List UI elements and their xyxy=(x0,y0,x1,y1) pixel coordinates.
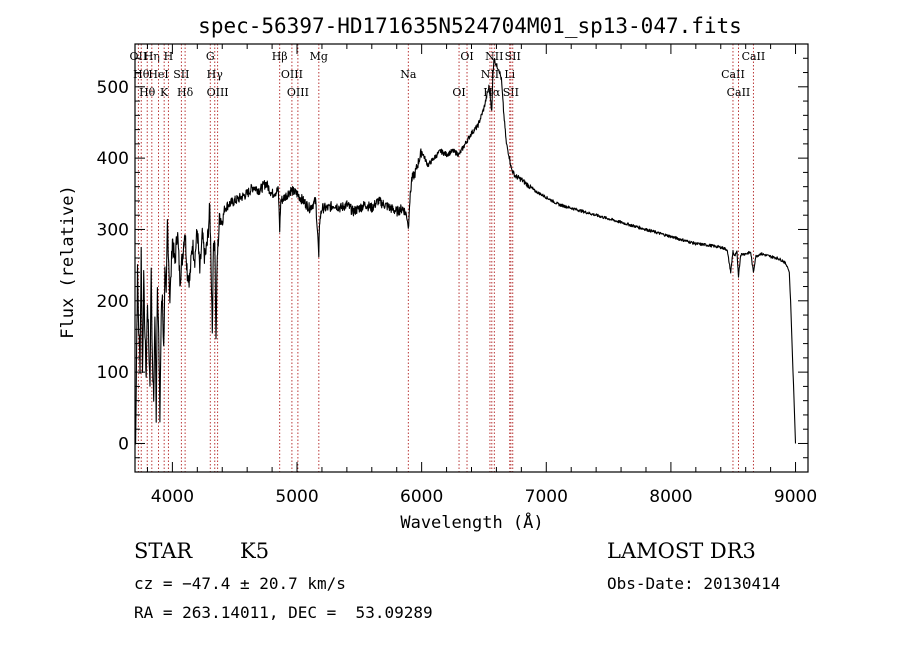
plot-axes: 4000 5000 6000 7000 8000 9000 0 100 200 300 400 500 xyxy=(97,43,817,507)
line-marker-label: K xyxy=(160,86,169,99)
sky-coordinates: RA = 263.14011, DEC = 53.09289 xyxy=(134,603,433,622)
y-tick-label: 500 xyxy=(97,78,129,98)
line-marker-label: CaII xyxy=(727,86,751,99)
plot-frame xyxy=(134,43,809,473)
line-marker-label: CaII xyxy=(721,68,745,81)
line-marker-label: SII xyxy=(503,86,519,99)
flux-series xyxy=(134,58,797,445)
x-tick-label: 4000 xyxy=(151,487,194,507)
line-marker-label: SII xyxy=(173,68,189,81)
redshift-velocity: cz = −47.4 ± 20.7 km/s xyxy=(134,574,346,593)
x-tick-label: 8000 xyxy=(649,487,692,507)
line-marker-label: Li xyxy=(504,68,515,81)
line-marker-label: OI xyxy=(452,86,465,99)
line-marker-label: Hθ xyxy=(139,86,156,99)
line-marker-label: CaII xyxy=(742,50,766,63)
line-marker-label: NII xyxy=(485,50,503,63)
line-marker-label: Hη xyxy=(144,50,160,63)
x-tick-label: 6000 xyxy=(400,487,443,507)
line-marker-label: G xyxy=(206,50,215,63)
object-subclass: K5 xyxy=(240,539,270,563)
line-marker-label: NII xyxy=(481,68,499,81)
line-marker-label: OI xyxy=(460,50,473,63)
line-marker-label: SII xyxy=(505,50,521,63)
y-axis-label: Flux (relative) xyxy=(58,185,78,339)
line-marker-label: OIII xyxy=(281,68,303,81)
line-marker-label: Hθ xyxy=(133,68,150,81)
line-marker-label: OIII xyxy=(287,86,309,99)
line-marker-label: Hγ xyxy=(207,68,224,81)
line-marker-label: HeI xyxy=(148,68,168,81)
chart-title: spec-56397-HD171635N524704M01_sp13-047.f… xyxy=(198,14,742,38)
line-marker-label: Mg xyxy=(310,50,328,63)
y-tick-label: 100 xyxy=(97,363,129,383)
line-marker-label: OIII xyxy=(207,86,229,99)
x-tick-label: 5000 xyxy=(275,487,318,507)
emission-line-markers: OII Hθ Hθ Hη HeI K H SII Hδ G Hγ OIII Hβ OIII OIII Mg Na… xyxy=(130,44,766,472)
flux-line xyxy=(134,58,797,445)
x-tick-label: 9000 xyxy=(774,487,817,507)
y-tick-label: 0 xyxy=(118,434,129,454)
line-marker-label: H xyxy=(164,50,174,63)
object-class: STAR xyxy=(134,539,193,563)
line-marker-label: Na xyxy=(400,68,417,81)
line-marker-label: Hβ xyxy=(272,50,288,63)
y-tick-label: 300 xyxy=(97,220,129,240)
x-tick-label: 7000 xyxy=(525,487,568,507)
line-marker-label: OII xyxy=(130,50,148,63)
y-tick-label: 200 xyxy=(97,292,129,312)
observation-date: Obs-Date: 20130414 xyxy=(607,574,781,593)
line-marker-label: Hδ xyxy=(177,86,194,99)
y-tick-label: 400 xyxy=(97,149,129,169)
x-axis-label: Wavelength (Å) xyxy=(400,511,543,533)
survey-release: LAMOST DR3 xyxy=(607,539,756,563)
